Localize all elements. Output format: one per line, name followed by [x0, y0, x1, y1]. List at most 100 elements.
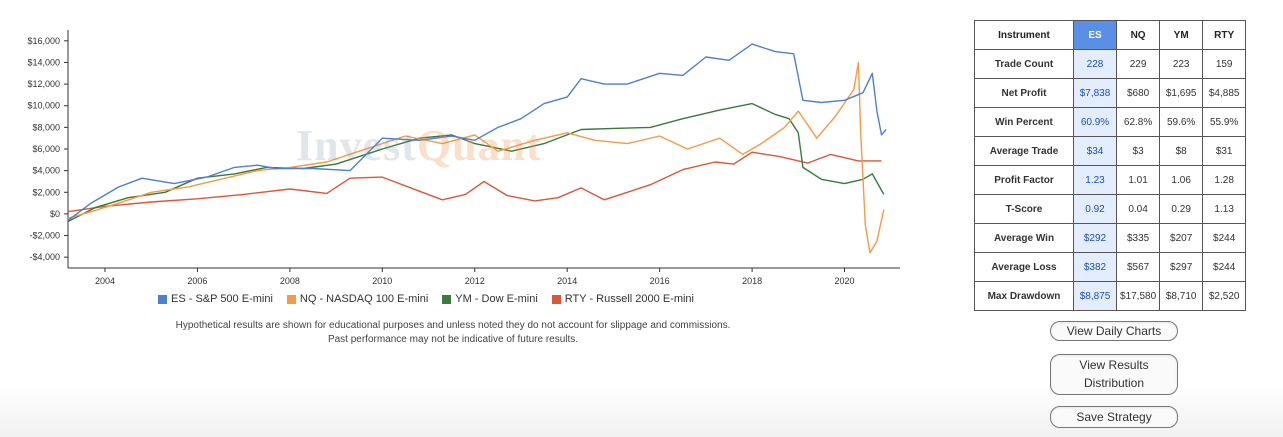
legend-item-ym[interactable]: YM - Dow E-mini: [442, 293, 538, 305]
chart-series: [67, 43, 887, 254]
col-header-rty[interactable]: RTY: [1202, 20, 1247, 50]
y-tick-label: $0: [50, 209, 60, 219]
y-tick-label: $14,000: [27, 57, 60, 67]
legend-item-rty[interactable]: RTY - Russell 2000 E-mini: [551, 293, 694, 305]
legend-swatch-nq: [286, 294, 296, 304]
strategy-metrics-table: Instrument ES NQ YM RTY Trade Count 228 22…: [974, 20, 1247, 311]
series-line-rty: [67, 151, 882, 213]
cell-rty: 159: [1202, 49, 1247, 79]
row-profit-factor: Profit Factor 1.23 1.01 1.06 1.28: [974, 165, 1247, 195]
legend-swatch-es: [158, 294, 167, 304]
cell-ym: $8: [1159, 136, 1204, 166]
legend-item-es[interactable]: ES - S&P 500 E-mini: [158, 293, 273, 305]
cell-ym: 0.29: [1159, 194, 1204, 224]
cell-nq: 1.01: [1115, 165, 1161, 195]
cell-es: $292: [1073, 223, 1117, 253]
x-tick-label: 2004: [95, 276, 115, 286]
cell-rty: 1.13: [1202, 194, 1247, 224]
equity-curve-chart: -$4,000 -$2,000 $0 $2,000 $4,000 $6,000 $8,000…: [27, 30, 900, 286]
row-trade-count: Trade Count 228 229 223 159: [974, 49, 1247, 79]
view-results-label-line-2: Distribution: [1083, 376, 1145, 390]
cell-nq: $567: [1115, 252, 1161, 282]
view-daily-charts-button[interactable]: View Daily Charts: [1050, 321, 1178, 341]
save-strategy-button[interactable]: Save Strategy: [1050, 406, 1178, 428]
y-tick-label: $16,000: [27, 36, 60, 46]
y-tick-label: -$4,000: [29, 252, 60, 262]
cell-rty: $2,520: [1202, 281, 1247, 311]
y-tick-label: $4,000: [32, 166, 60, 176]
row-label: Average Loss: [974, 252, 1074, 282]
row-net-profit: Net Profit $7,838 $680 $1,695 $4,885: [974, 78, 1247, 108]
x-tick-label: 2020: [835, 276, 855, 286]
cell-rty: 1.28: [1202, 165, 1247, 195]
cell-es: $7,838: [1073, 78, 1117, 108]
row-max-drawdown: Max Drawdown $8,875 $17,580 $8,710 $2,520: [974, 281, 1247, 311]
x-tick-label: 2008: [280, 276, 300, 286]
table-header-row: Instrument ES NQ YM RTY: [974, 20, 1247, 50]
x-tick-label: 2010: [372, 276, 392, 286]
cell-es: $8,875: [1073, 281, 1117, 311]
x-tick-label: 2016: [650, 276, 670, 286]
chart-legend: ES - S&P 500 E-mini NQ - NASDAQ 100 E-mi…: [158, 293, 694, 305]
y-tick-label: $2,000: [32, 187, 60, 197]
cell-es: 228: [1073, 49, 1117, 79]
cell-nq: $680: [1115, 78, 1161, 108]
cell-ym: $1,695: [1159, 78, 1204, 108]
row-label: Average Trade: [974, 136, 1074, 166]
view-results-distribution-button[interactable]: View Results Distribution: [1050, 354, 1178, 395]
legend-swatch-ym: [442, 294, 452, 304]
series-line-nq: [67, 61, 885, 254]
cell-es: $382: [1073, 252, 1117, 282]
legend-label-es: ES - S&P 500 E-mini: [171, 293, 273, 305]
cell-es: 1.23: [1073, 165, 1117, 195]
legend-label-rty: RTY - Russell 2000 E-mini: [564, 293, 694, 305]
cell-rty: $244: [1202, 223, 1247, 253]
x-tick-label: 2018: [742, 276, 762, 286]
row-label: Win Percent: [974, 107, 1074, 137]
cell-nq: $335: [1115, 223, 1161, 253]
y-tick-label: $12,000: [27, 79, 60, 89]
cell-nq: 62.8%: [1115, 107, 1161, 137]
series-line-ym: [67, 102, 885, 223]
cell-rty: 55.9%: [1202, 107, 1247, 137]
row-average-win: Average Win $292 $335 $207 $244: [974, 223, 1247, 253]
cell-es: 60.9%: [1073, 107, 1117, 137]
cell-ym: $207: [1159, 223, 1204, 253]
col-header-es[interactable]: ES: [1073, 20, 1117, 50]
col-header-instrument: Instrument: [974, 20, 1074, 50]
row-label: Profit Factor: [974, 165, 1074, 195]
row-label: Net Profit: [974, 78, 1074, 108]
disclaimer-line-2: Past performance may not be indicative o…: [327, 334, 579, 345]
cell-ym: 1.06: [1159, 165, 1204, 195]
row-label: Average Win: [974, 223, 1074, 253]
x-tick-label: 2006: [187, 276, 207, 286]
series-line-es: [67, 43, 887, 221]
legend-swatch-rty: [551, 294, 561, 304]
cell-rty: $244: [1202, 252, 1247, 282]
view-results-label-line-1: View Results: [1079, 358, 1149, 372]
y-tick-label: -$2,000: [29, 231, 60, 241]
cell-es: $34: [1073, 136, 1117, 166]
x-tick-label: 2014: [557, 276, 577, 286]
row-t-score: T-Score 0.92 0.04 0.29 1.13: [974, 194, 1247, 224]
chart-axes: -$4,000 -$2,000 $0 $2,000 $4,000 $6,000 $8,000…: [27, 30, 900, 286]
disclaimer-line-1: Hypothetical results are shown for educa…: [175, 320, 731, 331]
cell-ym: 223: [1159, 49, 1204, 79]
y-tick-label: $10,000: [27, 101, 60, 111]
col-header-nq[interactable]: NQ: [1115, 20, 1161, 50]
cell-rty: $31: [1202, 136, 1247, 166]
cell-ym: $297: [1159, 252, 1204, 282]
cell-rty: $4,885: [1202, 78, 1247, 108]
cell-ym: $8,710: [1159, 281, 1204, 311]
cell-es: 0.92: [1073, 194, 1117, 224]
legend-label-nq: NQ - NASDAQ 100 E-mini: [299, 293, 429, 305]
x-tick-label: 2012: [465, 276, 485, 286]
cell-nq: $17,580: [1115, 281, 1161, 311]
legend-item-nq[interactable]: NQ - NASDAQ 100 E-mini: [286, 293, 429, 305]
disclaimer: Hypothetical results are shown for educa…: [120, 319, 786, 347]
row-average-loss: Average Loss $382 $567 $297 $244: [974, 252, 1247, 282]
row-win-percent: Win Percent 60.9% 62.8% 59.6% 55.9%: [974, 107, 1247, 137]
y-tick-label: $6,000: [32, 144, 60, 154]
col-header-ym[interactable]: YM: [1159, 20, 1204, 50]
row-label: Max Drawdown: [974, 281, 1074, 311]
